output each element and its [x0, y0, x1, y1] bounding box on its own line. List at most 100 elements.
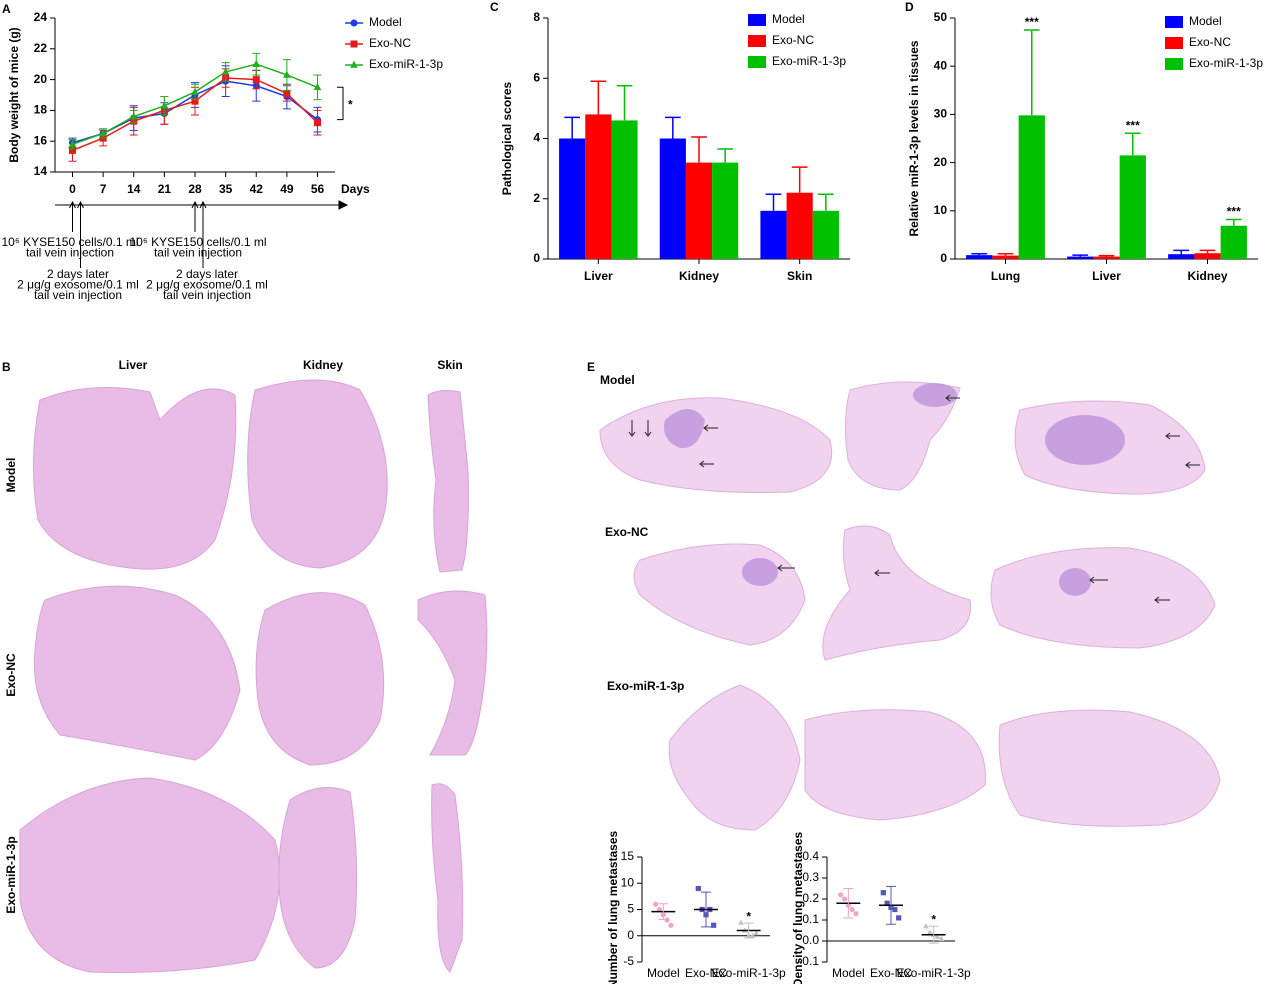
legend-label: Exo-NC — [772, 33, 814, 47]
marker — [313, 83, 322, 91]
legend-label: Exo-NC — [1189, 35, 1231, 49]
legend-marker — [350, 60, 358, 68]
marker — [749, 932, 756, 938]
y-tick-label: 2 — [533, 191, 540, 205]
significance: * — [931, 912, 936, 926]
row-label: Exo-miR-1-3p — [4, 836, 18, 913]
legend-marker — [350, 40, 358, 48]
significance: * — [348, 98, 353, 112]
significance: *** — [1227, 205, 1241, 219]
bar — [1168, 254, 1195, 259]
legend-label: Model — [1189, 14, 1222, 28]
metastasis — [1059, 568, 1091, 596]
marker — [68, 140, 77, 148]
timeline-note: tail vein injection — [34, 288, 122, 302]
marker — [753, 930, 760, 936]
y-tick-label: 20 — [934, 155, 948, 169]
legend-swatch — [748, 56, 766, 68]
bar — [786, 192, 813, 259]
marker — [283, 89, 291, 97]
marker — [695, 885, 701, 892]
marker — [896, 915, 902, 921]
tissue-image — [633, 543, 806, 646]
y-tick-label: 0 — [533, 251, 540, 265]
legend-label: Exo-NC — [369, 36, 411, 50]
legend-label: Exo-miR-1-3p — [1189, 56, 1263, 70]
bar — [1119, 155, 1146, 259]
marker — [99, 129, 107, 137]
y-tick-label: 6 — [533, 70, 540, 84]
y-tick-label: 0 — [940, 251, 947, 265]
y-tick-label: -0.1 — [798, 954, 819, 968]
row-label: Exo-miR-1-3p — [607, 679, 684, 693]
tissue-image — [278, 787, 358, 969]
y-tick-label: 0.2 — [802, 891, 819, 905]
legend-label: Model — [369, 15, 402, 29]
marker — [884, 900, 890, 906]
legend-label: Exo-miR-1-3p — [772, 54, 846, 68]
sd-bar — [843, 888, 854, 919]
x-tick-label: 7 — [100, 182, 107, 196]
x-tick-label: Exo-miR-1-3p — [712, 966, 786, 980]
marker — [191, 87, 199, 95]
timeline — [55, 200, 349, 210]
timeline-note: tail vein injection — [163, 288, 251, 302]
bar — [812, 210, 839, 259]
error-bar — [765, 193, 782, 211]
x-tick-label: 28 — [188, 182, 202, 196]
marker — [892, 906, 898, 913]
x-tick-label: Exo-miR-1-3p — [897, 966, 971, 980]
panel-letter: D — [905, 0, 914, 14]
tissue-image — [255, 592, 385, 766]
metastasis — [1045, 415, 1125, 465]
marker — [938, 935, 945, 941]
panel-letter: A — [2, 2, 11, 16]
y-tick-label: 18 — [34, 103, 48, 117]
bar — [685, 162, 713, 259]
marker — [711, 922, 717, 928]
error-bar — [1098, 254, 1115, 257]
marker — [738, 919, 744, 925]
error-bar — [971, 252, 988, 256]
x-tick-label: 42 — [250, 182, 264, 196]
x-tick-label: 0 — [69, 182, 76, 196]
timeline-note: 10⁶ KYSE150 cells/0.1 ml — [129, 235, 266, 249]
error-bar — [691, 136, 707, 163]
x-tick-label: Model — [832, 966, 865, 980]
metastasis — [664, 409, 705, 449]
bar — [1093, 256, 1120, 259]
y-tick-label: 15 — [621, 849, 635, 863]
y-tick-label: 0.3 — [802, 870, 819, 884]
sd-bar — [701, 891, 711, 928]
x-tick-label: Skin — [787, 269, 812, 283]
row-label: Exo-NC — [4, 653, 18, 697]
error-bar — [1072, 254, 1089, 257]
y-tick-label: 0.0 — [802, 933, 819, 947]
y-tick-label: 40 — [934, 58, 948, 72]
bar — [611, 120, 638, 259]
marker — [129, 112, 138, 120]
bar — [659, 138, 686, 259]
bar — [1067, 256, 1094, 259]
tissue-image — [19, 777, 280, 973]
significance: *** — [1025, 15, 1039, 29]
error-bar — [1225, 218, 1242, 226]
marker — [838, 892, 844, 898]
y-tick-label: 50 — [934, 10, 948, 24]
x-axis-label: Days — [341, 182, 370, 196]
marker — [934, 933, 941, 939]
x-tick-label: Liver — [584, 269, 613, 283]
panel-e: E Model Exo-NC Exo-miR-1-3p — [587, 360, 1221, 831]
y-tick-label: 24 — [34, 10, 48, 24]
legend-swatch — [1165, 16, 1183, 28]
marker — [926, 929, 933, 935]
significance: *** — [1126, 118, 1140, 132]
injection-arrow — [199, 200, 207, 268]
y-tick-label: 10 — [934, 203, 948, 217]
timeline-note: 2 μg/g exosome/0.1 ml — [146, 278, 268, 292]
bar — [966, 255, 993, 259]
error-bar — [791, 166, 808, 193]
marker — [653, 901, 659, 907]
injection-arrow — [69, 200, 76, 232]
tissue-image — [668, 684, 801, 831]
